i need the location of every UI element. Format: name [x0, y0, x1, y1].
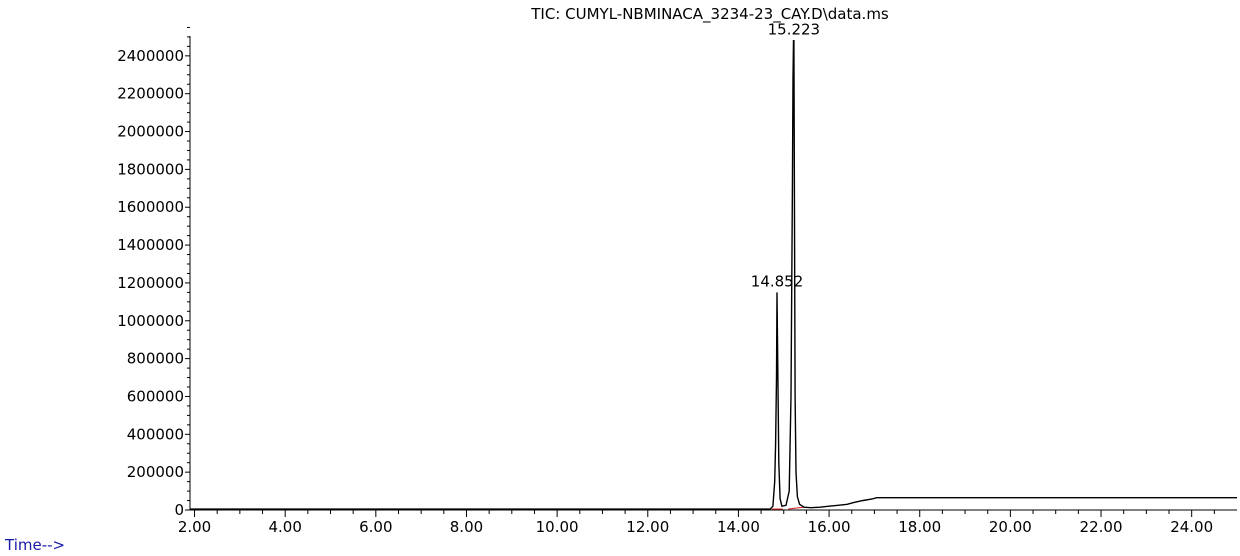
x-tick-label: 4.00: [268, 518, 301, 536]
x-tick-label: 22.00: [1080, 518, 1123, 536]
y-tick-label: 400000: [127, 425, 184, 443]
y-tick-label: 1200000: [117, 274, 184, 292]
peak-labels: 14.852 15.223: [751, 21, 820, 291]
chart-title: TIC: CUMYL-NBMINACA_3234-23_CAY.D\data.m…: [530, 5, 889, 24]
x-axis-label: Time-->: [4, 536, 65, 554]
y-tick-label: 1000000: [117, 312, 184, 330]
y-tick-label: 0: [174, 501, 184, 519]
x-axis: 2.00 4.00 6.00 8.00 10.00 12.00 14.00 16.00 18.0…: [178, 509, 1237, 536]
x-tick-label: 2.00: [178, 518, 211, 536]
x-tick-label: 24.00: [1170, 518, 1213, 536]
y-axis: 0 200000 400000 600000 800000 1000000 1200000 1…: [117, 26, 191, 519]
y-tick-label: 2200000: [117, 85, 184, 103]
x-tick-label: 20.00: [989, 518, 1032, 536]
peak-label: 15.223: [768, 21, 821, 39]
x-tick-label: 18.00: [898, 518, 941, 536]
y-tick-label: 600000: [127, 387, 184, 405]
peak-label: 14.852: [751, 272, 804, 290]
x-tick-label: 10.00: [536, 518, 579, 536]
y-tick-label: 1800000: [117, 160, 184, 178]
tic-trace: [190, 40, 1237, 510]
y-tick-label: 2400000: [117, 47, 184, 65]
y-tick-label: 2000000: [117, 123, 184, 141]
y-tick-label: 200000: [127, 463, 184, 481]
x-tick-label: 16.00: [808, 518, 851, 536]
y-tick-label: 800000: [127, 350, 184, 368]
y-tick-label: 1400000: [117, 236, 184, 254]
x-tick-label: 8.00: [450, 518, 483, 536]
x-tick-label: 6.00: [359, 518, 392, 536]
x-tick-label: 14.00: [717, 518, 760, 536]
plot-area: [190, 40, 1237, 510]
y-tick-label: 1600000: [117, 198, 184, 216]
integration-baseline: [788, 506, 805, 510]
x-tick-label: 12.00: [626, 518, 669, 536]
